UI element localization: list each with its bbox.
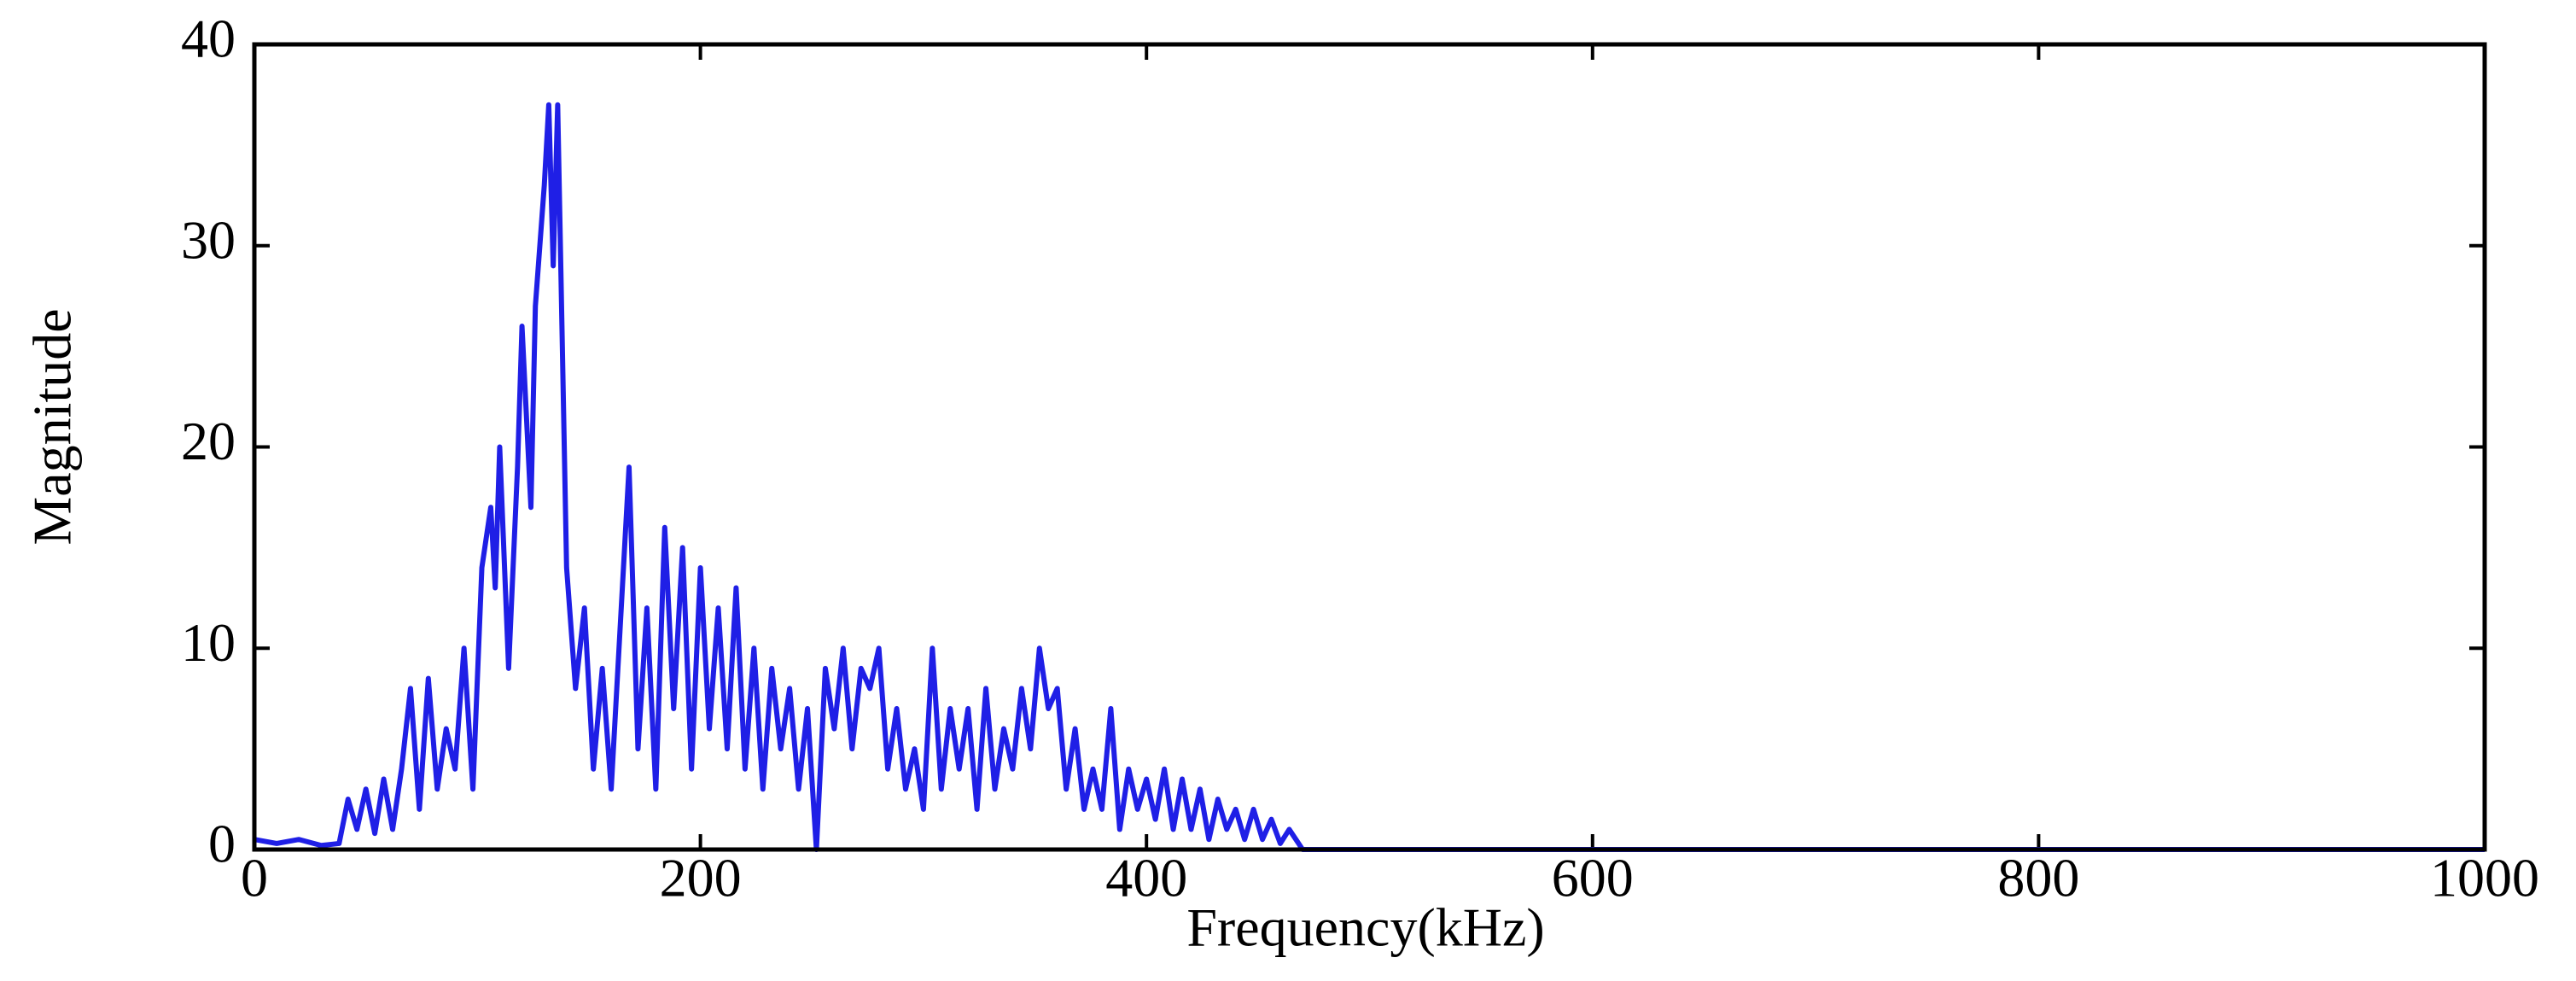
y-tick-label: 30 (181, 209, 236, 270)
y-tick-label: 10 (181, 612, 236, 673)
y-tick-label: 0 (208, 814, 236, 874)
y-tick-label: 20 (181, 411, 236, 471)
x-tick-label: 1000 (2430, 848, 2539, 908)
y-axis-title: Magnitude (22, 308, 83, 545)
x-tick-label: 600 (1552, 848, 1634, 908)
x-axis-title: Frequency(kHz) (1186, 897, 1544, 958)
data-line (254, 102, 2485, 852)
x-tick-label: 200 (660, 848, 742, 908)
plot-frame (252, 42, 2487, 852)
x-tick-label: 800 (1997, 848, 2079, 908)
x-tick-label: 400 (1105, 848, 1187, 908)
y-tick-label: 40 (181, 9, 236, 69)
x-tick-label: 0 (241, 848, 268, 908)
